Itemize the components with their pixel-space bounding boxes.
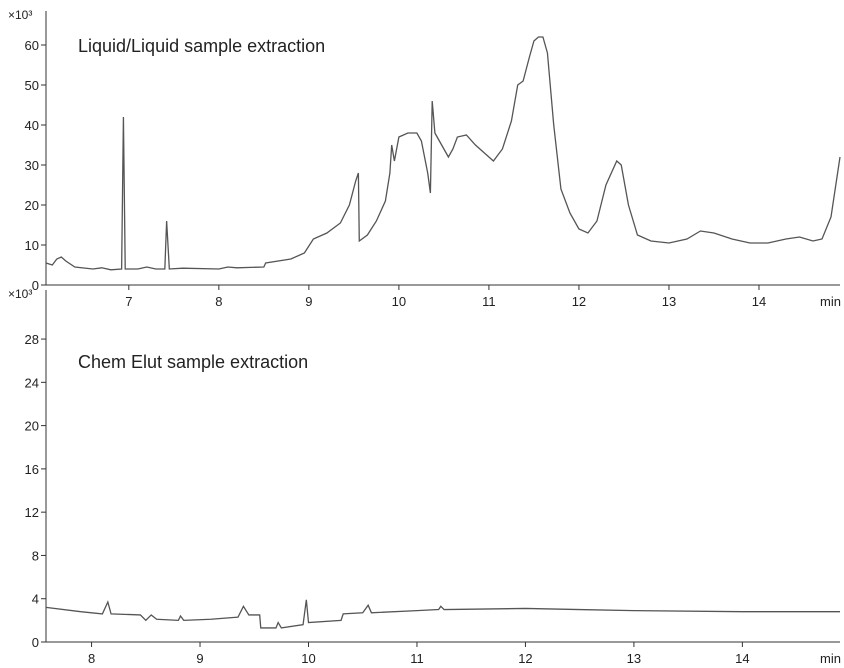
x-tick-label: 11 <box>410 651 424 666</box>
x-tick-label: 14 <box>735 651 749 666</box>
y-tick-label: 50 <box>25 78 39 93</box>
trace <box>45 36 841 271</box>
y-tick-label: 60 <box>25 38 39 53</box>
x-tick-label: 10 <box>301 651 315 666</box>
x-tick-label: 8 <box>88 651 95 666</box>
y-tick-label: 10 <box>25 238 39 253</box>
y-tick-label: 24 <box>25 375 39 390</box>
x-axis-label: min <box>820 651 841 666</box>
x-tick-label: 13 <box>662 294 676 309</box>
y-tick-label: 28 <box>25 332 39 347</box>
x-tick-label: 11 <box>482 294 496 309</box>
y-tick-label: 20 <box>25 419 39 434</box>
y-tick-label: 0 <box>32 278 39 293</box>
y-tick-label: 20 <box>25 198 39 213</box>
y-tick-label: 8 <box>32 548 39 563</box>
chart-title: Chem Elut sample extraction <box>78 352 308 372</box>
x-tick-label: 12 <box>518 651 532 666</box>
x-tick-label: 10 <box>392 294 406 309</box>
trace <box>45 599 840 629</box>
y-tick-label: 0 <box>32 635 39 650</box>
y-scale-label: ×10³ <box>8 8 32 22</box>
x-tick-label: 8 <box>215 294 222 309</box>
x-tick-label: 14 <box>752 294 766 309</box>
x-axis-label: min <box>820 294 841 309</box>
chart-title: Liquid/Liquid sample extraction <box>78 36 325 56</box>
x-tick-label: 12 <box>572 294 586 309</box>
y-tick-label: 4 <box>32 592 39 607</box>
x-tick-label: 9 <box>305 294 312 309</box>
y-tick-label: 16 <box>25 462 39 477</box>
x-tick-label: 13 <box>627 651 641 666</box>
y-scale-label: ×10³ <box>8 287 32 301</box>
x-tick-label: 7 <box>125 294 132 309</box>
y-tick-label: 12 <box>25 505 39 520</box>
y-tick-label: 30 <box>25 158 39 173</box>
x-tick-label: 9 <box>196 651 203 666</box>
y-tick-label: 40 <box>25 118 39 133</box>
